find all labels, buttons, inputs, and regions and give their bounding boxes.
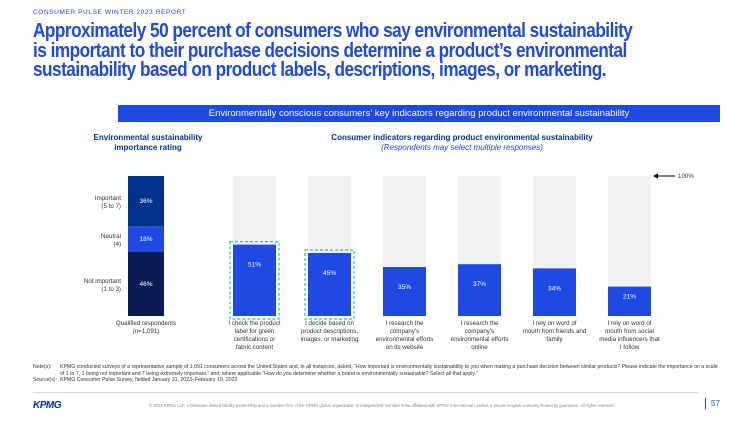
reference-label: 100% <box>678 173 694 180</box>
right-panel-title: Consumer indicators regarding product en… <box>292 133 632 153</box>
notes-text: KPMG conducted surveys of a representati… <box>60 364 718 377</box>
left-category-label: Qualified respondents (n=1,091) <box>116 320 176 335</box>
bar-highlight <box>304 249 355 320</box>
bar-category-label: I research the company’s environmental eff… <box>376 320 434 351</box>
reference-arrow-head <box>653 173 658 179</box>
source-row: Source(s): KPMG Consumer Pulse Survey, f… <box>33 377 723 384</box>
bar-value-label: 21% <box>623 294 636 301</box>
bar-category-label: I research the company’s environmental eff… <box>451 320 509 351</box>
notes-block: Note(s): KPMG conducted surveys of a rep… <box>33 364 723 384</box>
bar-value-label: 37% <box>473 281 486 288</box>
bar-category-label: I decide based on product descriptions, im… <box>301 320 359 343</box>
bar-value-label: 51% <box>248 262 261 269</box>
segment-name: Important (5 to 7) <box>95 195 121 210</box>
right-panel-subtitle: (Respondents may select multiple respons… <box>381 143 543 152</box>
page-number: 57 <box>705 398 720 409</box>
stacked-segment <box>128 226 164 252</box>
segment-name: Neutral (4) <box>101 233 121 248</box>
bar <box>308 253 351 316</box>
bar-category-label: I rely on word of mouth from social media … <box>599 320 660 351</box>
left-panel-title-text: Environmental sustainability importance … <box>93 133 203 152</box>
report-label: CONSUMER PULSE WINTER 2023 REPORT <box>33 9 187 16</box>
bar-value-label: 34% <box>548 285 561 292</box>
right-panel-title-text: Consumer indicators regarding product en… <box>331 133 593 142</box>
bar <box>383 267 426 316</box>
bar-highlight <box>229 241 280 320</box>
bar <box>458 264 501 316</box>
section-banner: Environmentally conscious consumers’ key… <box>118 105 720 122</box>
stacked-segment-label: 46% <box>139 281 152 288</box>
copyright-text: © 2023 KPMG LLP, a Delaware limited liab… <box>149 403 615 408</box>
footer-divider <box>33 392 698 393</box>
bar <box>233 244 276 316</box>
segment-name: Not important (1 to 3) <box>84 278 121 293</box>
bar <box>533 268 576 316</box>
notes-label: Note(s): <box>33 364 52 370</box>
kpmg-logo: KPMG <box>33 400 62 411</box>
bar <box>608 286 651 316</box>
source-text: KPMG Consumer Pulse Survey, fielded Janu… <box>60 377 238 384</box>
left-panel-title: Environmental sustainability importance … <box>78 133 218 153</box>
notes-row: Note(s): KPMG conducted surveys of a rep… <box>33 364 723 377</box>
bar-category-label: I rely on word of mouth from friends and f… <box>523 320 587 343</box>
stacked-segment <box>128 176 164 227</box>
bar-value-label: 35% <box>398 284 411 291</box>
stacked-segment <box>128 251 164 316</box>
bar-category-label: I check the product label for green certif… <box>228 320 281 351</box>
charts-canvas: 46% Not important (1 to 3) 18% Neutral (4) 36%… <box>84 173 694 351</box>
source-label: Source(s): <box>33 377 57 384</box>
page-headline: Approximately 50 percent of consumers wh… <box>33 20 633 81</box>
bar-value-label: 45% <box>323 270 336 277</box>
stacked-segment-label: 36% <box>139 198 152 205</box>
stacked-segment-label: 18% <box>139 236 152 243</box>
